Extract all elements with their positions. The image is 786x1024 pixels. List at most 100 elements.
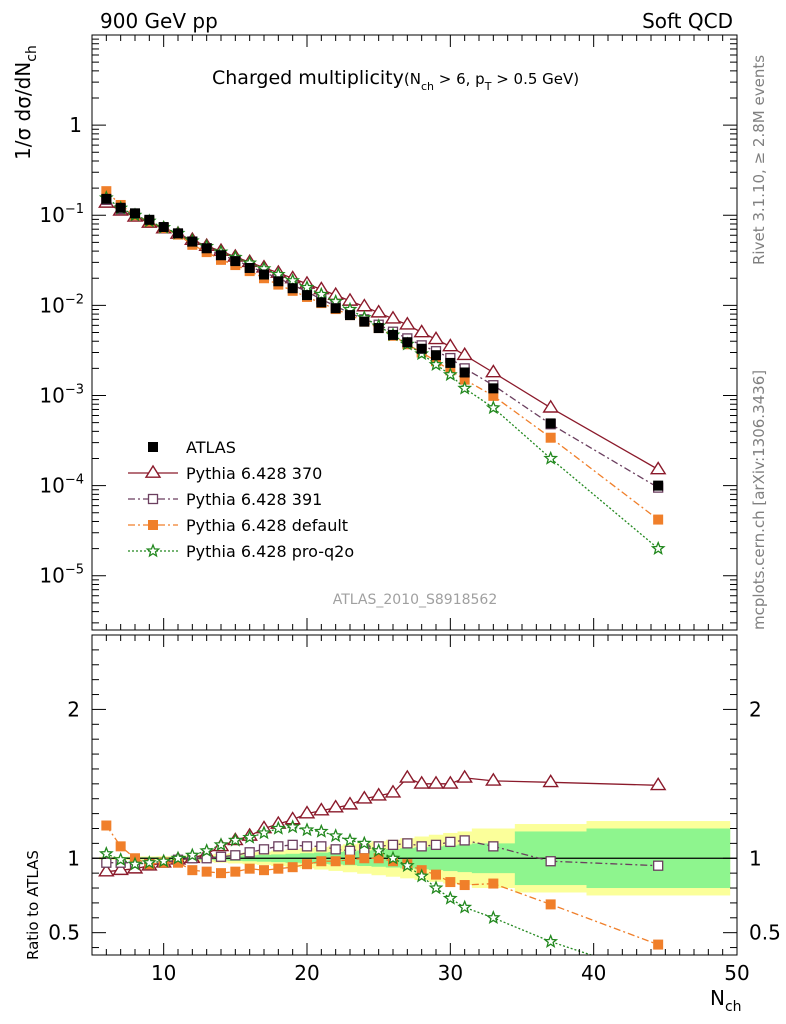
ratio-series-3-point <box>356 835 372 850</box>
ratio-series-1-point <box>459 835 470 846</box>
main-series-0-point <box>130 208 140 219</box>
ratio-series-2-point <box>173 857 183 868</box>
ratio-y-tick-label-right: 1 <box>749 846 762 870</box>
legend-marker-swatch <box>145 543 161 558</box>
main-series-0-point <box>173 228 183 239</box>
mcplots-source-label: mcplots.cern.ch [arXiv:1306.3436] <box>750 370 768 630</box>
main-series-0-point <box>287 283 298 294</box>
main-series-4-point <box>650 540 666 555</box>
ratio-series-1-point <box>430 839 442 851</box>
main-series-1-point <box>427 331 445 345</box>
ratio-series-2-point <box>431 869 441 880</box>
main-series-0-point <box>416 343 427 354</box>
ratio-series-3-point <box>156 853 172 868</box>
main-series-3-point <box>459 374 470 385</box>
ratio-series-0-point <box>356 790 373 804</box>
main-series-4-point <box>428 356 444 371</box>
ratio-y-tick-label-right: 0.5 <box>749 921 781 945</box>
ratio-series-1-point <box>287 839 298 851</box>
ratio-series-2-point <box>359 853 370 864</box>
main-series-0-point <box>259 269 269 280</box>
header-right-label: Soft QCD <box>642 9 733 33</box>
main-series-0-point <box>359 316 370 327</box>
legend-label: ATLAS <box>186 438 236 457</box>
ratio-y-tick-label: 1 <box>67 846 80 870</box>
ratio-series-3-point <box>442 890 458 905</box>
ratio-series-3-point <box>457 899 473 914</box>
ratio-series-3-line <box>106 826 594 955</box>
ratio-series-0-point <box>485 772 502 786</box>
legend-entry: Pythia 6.428 default <box>128 516 348 535</box>
ratio-series-3-point <box>170 850 186 865</box>
main-series-1-point <box>542 399 559 413</box>
main-series-0-point <box>115 202 126 213</box>
main-plot-marks <box>98 186 667 555</box>
ratio-series-group <box>98 769 667 955</box>
x-tick-label: 50 <box>724 961 749 985</box>
main-series-0-point <box>653 480 664 491</box>
main-series-4-point <box>457 380 473 395</box>
legend-entry: Pythia 6.428 391 <box>128 490 322 509</box>
ratio-series-1-point <box>215 851 227 862</box>
x-tick-label: 20 <box>294 961 319 985</box>
main-frame <box>91 34 738 631</box>
ratio-series-3-point <box>328 828 344 843</box>
legend-label: Pythia 6.428 default <box>186 516 348 535</box>
legend-label: Pythia 6.428 pro-q2o <box>186 542 354 561</box>
ratio-series-1-point <box>230 850 241 861</box>
ratio-series-3-point <box>113 851 129 867</box>
ratio-series-3-point <box>184 847 200 862</box>
ratio-series-2-point <box>653 939 664 950</box>
legend-marker-swatch <box>144 464 162 478</box>
main-series-0-point <box>273 276 284 287</box>
ratio-series-3-point <box>543 933 559 948</box>
main-y-axis-label: 1/σ dσ/dNch <box>11 45 40 160</box>
ratio-series-1-point <box>653 860 664 871</box>
ratio-series-3-point <box>270 820 286 835</box>
ratio-series-2-point <box>316 856 327 867</box>
main-title: Charged multiplicity(Nch > 6, pT > 0.5 G… <box>212 67 579 93</box>
main-series-1-point <box>399 316 416 330</box>
ratio-series-2-point <box>459 880 470 891</box>
legend: ATLAS Pythia 6.428 370 Pythia 6.428 391 Pyt… <box>128 438 354 561</box>
main-y-tick-label: 10−2 <box>39 292 84 317</box>
main-series-0-point <box>302 290 312 301</box>
main-series-0-point <box>373 323 384 334</box>
ratio-series-1-point <box>402 838 413 849</box>
ratio-series-0-point <box>542 774 559 788</box>
main-series-4-point <box>442 366 458 382</box>
ratio-series-0-point <box>427 775 445 789</box>
ratio-series-2-point <box>230 866 241 877</box>
main-series-0-point <box>459 367 470 378</box>
ratio-series-0-point <box>399 769 416 783</box>
ratio-series-3-point <box>428 880 444 895</box>
ratio-series-3-point <box>485 910 501 925</box>
ratio-series-0-point <box>98 863 115 877</box>
ratio-series-0-point <box>112 861 129 876</box>
main-series-4-point <box>543 450 559 465</box>
header-left-label: 900 GeV pp <box>100 9 218 33</box>
main-y-tick-label: 10−3 <box>39 382 84 407</box>
legend-entry: Pythia 6.428 pro-q2o <box>128 542 354 561</box>
main-series-3-point <box>545 432 556 443</box>
ratio-series-3-point <box>371 843 387 858</box>
legend-entry: Pythia 6.428 370 <box>128 464 322 483</box>
main-series-0-point <box>431 350 441 361</box>
ratio-series-2-point <box>187 865 198 876</box>
x-tick-label: 10 <box>151 961 176 985</box>
main-series-4-point <box>299 279 315 294</box>
main-series-0-point <box>187 236 198 247</box>
main-series-4-point <box>485 400 501 415</box>
ratio-series-2-point <box>345 854 355 865</box>
legend-marker-swatch <box>148 442 158 452</box>
ratio-frame <box>91 634 738 956</box>
ratio-series-0-point <box>298 805 316 819</box>
legend-marker-swatch <box>147 493 159 505</box>
ratio-series-2-point <box>101 820 112 831</box>
main-series-3-point <box>653 514 664 525</box>
analysis-watermark: ATLAS_2010_S8918562 <box>333 592 498 608</box>
main-series-0-point <box>402 337 413 348</box>
main-series-0-point <box>488 383 499 394</box>
main-series-0-point <box>330 303 341 314</box>
